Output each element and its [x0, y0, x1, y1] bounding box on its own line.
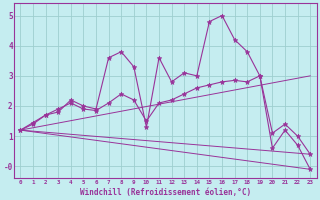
- X-axis label: Windchill (Refroidissement éolien,°C): Windchill (Refroidissement éolien,°C): [80, 188, 251, 197]
